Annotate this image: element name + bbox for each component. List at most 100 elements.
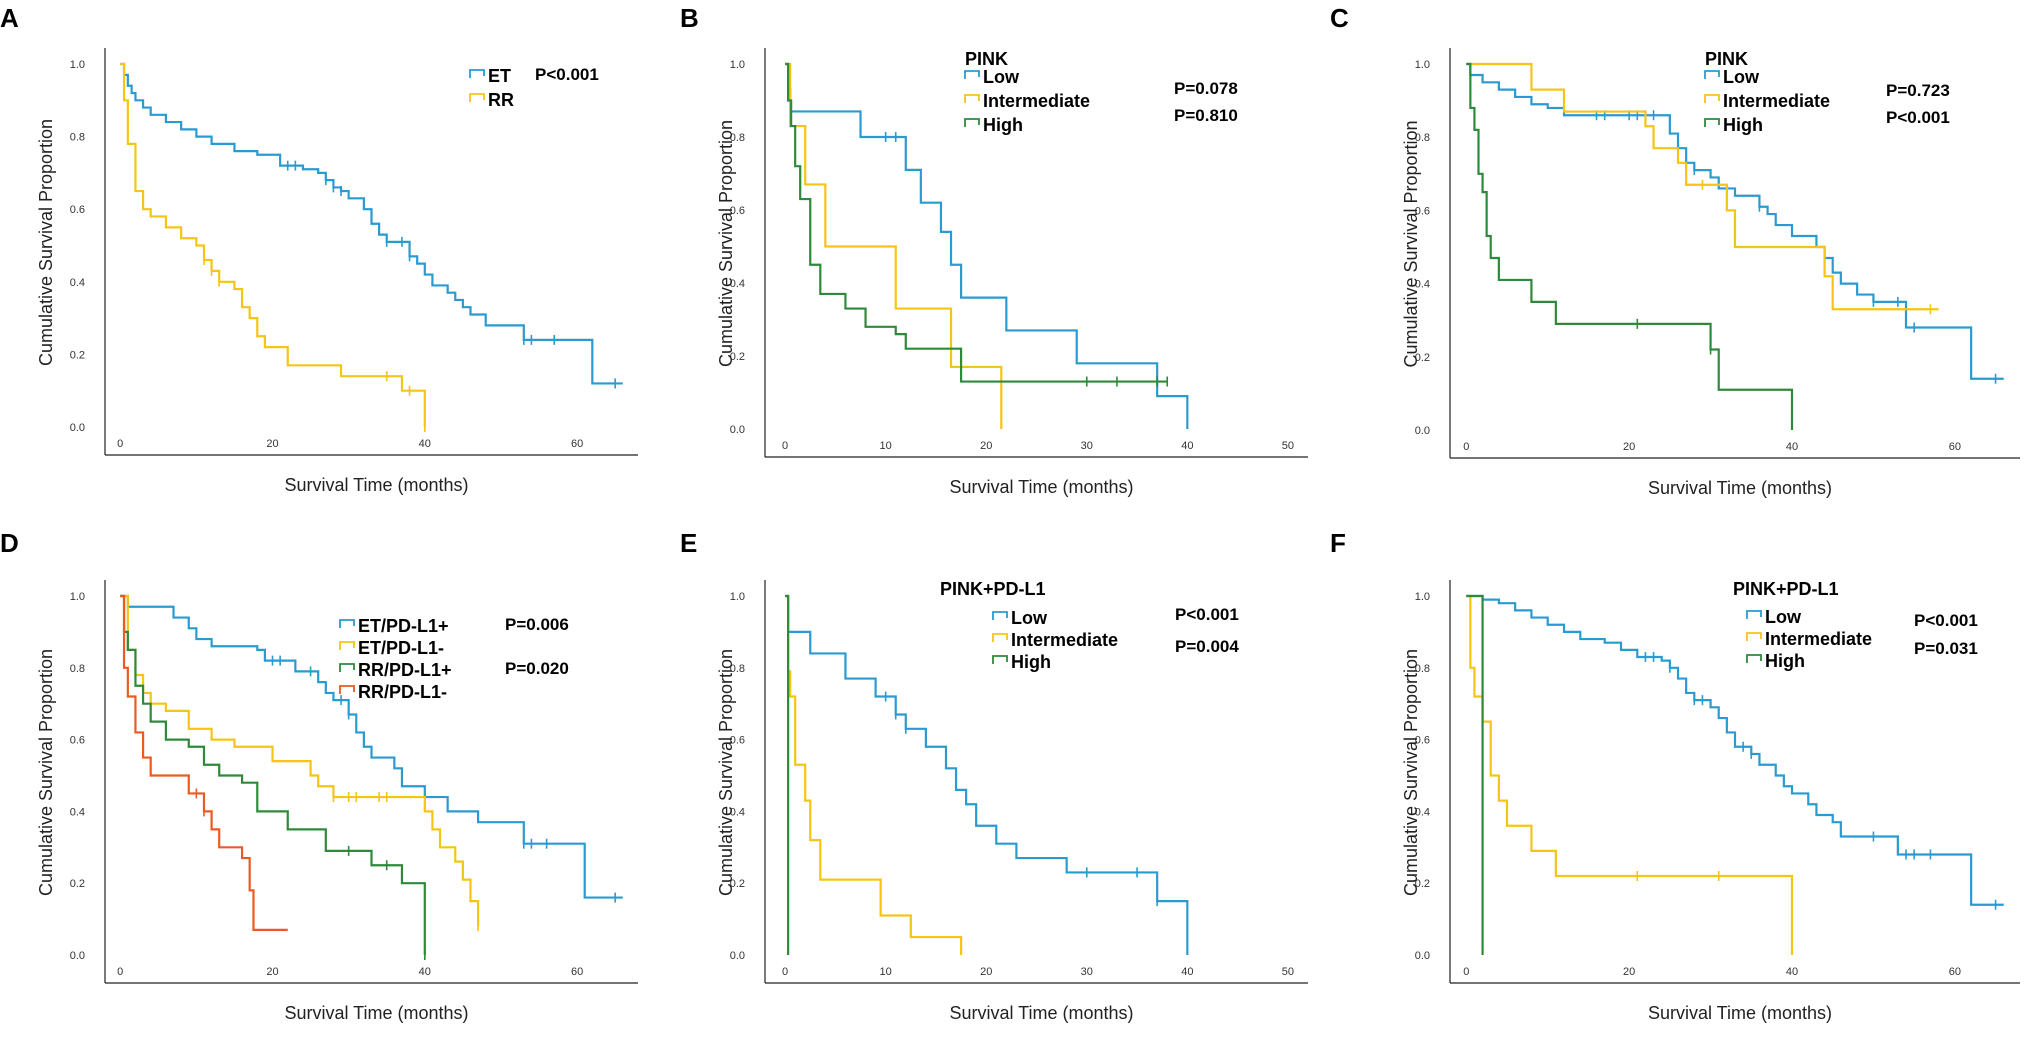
legend-swatch <box>1704 70 1720 79</box>
y-tick-label: 0.4 <box>1415 279 1430 291</box>
y-tick-label: 0.6 <box>730 205 745 217</box>
x-axis-title: Survival Time (months) <box>284 1003 468 1023</box>
y-axis-title: Cumulative Survival Proportion <box>716 120 736 367</box>
y-tick-label: 0.8 <box>70 132 85 144</box>
x-tick-label: 40 <box>1181 440 1193 452</box>
series-line-et <box>120 62 623 385</box>
series-line-intermediate <box>785 594 963 955</box>
x-tick-label: 20 <box>980 440 992 452</box>
y-tick-label: 0.0 <box>1415 425 1430 437</box>
x-tick-label: 10 <box>880 440 892 452</box>
y-tick-label: 0.4 <box>730 806 745 818</box>
series-line-intermediate <box>1466 62 1939 311</box>
x-tick-label: 30 <box>1081 440 1093 452</box>
series-line-low <box>785 594 1189 955</box>
y-tick-label: 0.4 <box>70 277 85 289</box>
y-axis-title: Cumulative Survival Proportion <box>716 649 736 896</box>
y-tick-label: 0.0 <box>730 950 745 962</box>
y-tick-label: 0.6 <box>70 204 85 216</box>
legend-entry: Low <box>1765 607 1802 627</box>
legend-entry: ET/PD-L1- <box>358 638 444 658</box>
y-tick-label: 1.0 <box>1415 59 1430 71</box>
y-tick-label: 0.2 <box>70 349 85 361</box>
legend-entry: High <box>1765 651 1805 671</box>
legend-swatch <box>339 685 355 694</box>
legend-entry: RR/PD-L1+ <box>358 660 452 680</box>
x-tick-label: 20 <box>1623 966 1635 978</box>
y-axis-title: Cumulative Survival Proportion <box>1401 120 1421 367</box>
x-tick-label: 60 <box>1949 441 1961 453</box>
x-tick-label: 0 <box>1463 441 1469 453</box>
panel-c: C 0.0 0.2 0.4 0.6 0.8 1.0 0 20 40 60 Cumulative Sur… <box>1330 3 2020 498</box>
series-line-high <box>1466 594 1484 955</box>
panel-f: F 0.0 0.2 0.4 0.6 0.8 1.0 0 20 40 60 Cumulative Sur… <box>1330 528 2020 1023</box>
x-tick-label: 0 <box>117 438 123 450</box>
y-tick-label: 1.0 <box>1415 591 1430 603</box>
legend-entry: Low <box>983 67 1020 87</box>
legend-entry: RR/PD-L1- <box>358 682 447 702</box>
legend-entry: Intermediate <box>983 91 1090 111</box>
y-tick-label: 1.0 <box>70 59 85 71</box>
legend-entry: Intermediate <box>1723 91 1830 111</box>
legend-entry: ET/PD-L1+ <box>358 616 449 636</box>
y-tick-label: 1.0 <box>730 59 745 71</box>
y-tick-label: 0.6 <box>730 735 745 747</box>
x-tick-label: 0 <box>117 966 123 978</box>
series-line-rr-pd-l1- <box>120 594 426 955</box>
p-value: P=0.078 <box>1174 79 1238 98</box>
series-line-low <box>1466 594 2004 906</box>
legend-swatch <box>339 641 355 650</box>
x-axis-title: Survival Time (months) <box>284 475 468 495</box>
y-axis-title: Cumulative Survival Proportion <box>36 649 56 896</box>
panel-letter: D <box>0 528 19 558</box>
panel-letter: C <box>1330 3 1349 33</box>
y-tick-label: 0.4 <box>730 278 745 290</box>
p-value: P<0.001 <box>1886 108 1950 127</box>
y-tick-label: 0.8 <box>730 663 745 675</box>
panel-e: E 0.0 0.2 0.4 0.6 0.8 1.0 0 10 20 30 40 50 Cumulative… <box>680 528 1308 1023</box>
y-tick-label: 0.8 <box>70 663 85 675</box>
legend-swatch <box>1746 654 1762 663</box>
legend-entry: High <box>1723 115 1763 135</box>
x-tick-label: 40 <box>419 966 431 978</box>
panel-a: A 0.0 0.2 0.4 0.6 0.8 1.0 0 20 40 60 Cumulative Sur… <box>0 3 638 495</box>
y-tick-label: 1.0 <box>730 591 745 603</box>
y-axis-title: Cumulative Survival Proportion <box>1401 649 1421 896</box>
legend-entry: ET <box>488 66 511 86</box>
panel-letter: B <box>680 3 699 33</box>
legend-entry: RR <box>488 90 514 110</box>
legend-entry: Low <box>1011 608 1048 628</box>
series-line-high <box>785 62 1168 383</box>
y-tick-label: 0.8 <box>730 132 745 144</box>
x-tick-label: 20 <box>266 966 278 978</box>
legend-entry: High <box>1011 652 1051 672</box>
p-value: P=0.031 <box>1914 639 1978 658</box>
legend-swatch <box>1704 94 1720 103</box>
y-tick-label: 0.0 <box>70 422 85 434</box>
y-tick-label: 0.4 <box>70 806 85 818</box>
panel-letter: E <box>680 528 697 558</box>
p-value: P=0.020 <box>505 659 569 678</box>
x-tick-label: 20 <box>266 438 278 450</box>
panel-letter: F <box>1330 528 1346 558</box>
x-tick-label: 0 <box>782 966 788 978</box>
series-line-low <box>1466 62 2004 380</box>
y-tick-label: 0.2 <box>730 878 745 890</box>
x-tick-label: 30 <box>1081 966 1093 978</box>
legend-swatch <box>339 663 355 672</box>
series-line-intermediate <box>1466 594 1794 955</box>
legend-title: PINK <box>1705 49 1748 69</box>
y-tick-label: 0.6 <box>1415 205 1430 217</box>
y-tick-label: 0.0 <box>730 424 745 436</box>
x-axis-title: Survival Time (months) <box>949 1003 1133 1023</box>
panel-letter: A <box>0 3 19 33</box>
x-tick-label: 20 <box>980 966 992 978</box>
panel-d: D 0.0 0.2 0.4 0.6 0.8 1.0 0 20 40 60 Cumulative Sur… <box>0 528 638 1023</box>
x-axis-title: Survival Time (months) <box>1648 1003 1832 1023</box>
y-tick-label: 0.2 <box>1415 878 1430 890</box>
y-tick-label: 0.0 <box>70 950 85 962</box>
x-axis-title: Survival Time (months) <box>1648 478 1832 498</box>
x-axis-title: Survival Time (months) <box>949 477 1133 497</box>
legend-entry: Intermediate <box>1011 630 1118 650</box>
y-tick-label: 0.2 <box>1415 352 1430 364</box>
